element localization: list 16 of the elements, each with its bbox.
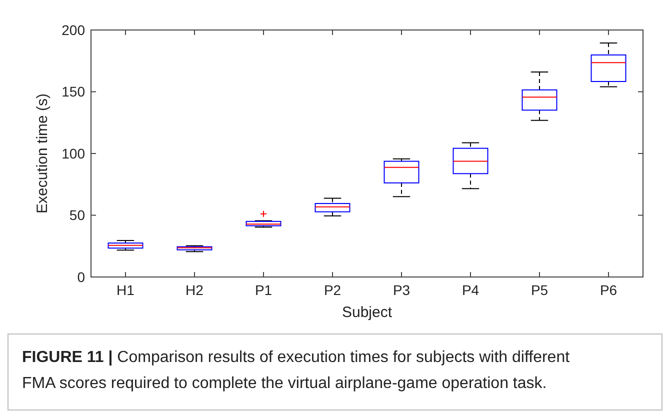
- y-tick-label: 200: [62, 22, 86, 38]
- caption: FIGURE 11 | Comparison results of execution times for subjects with different FMA scores required to complete the virtual airplane-game operation task.: [22, 349, 570, 392]
- y-axis-title: Execution time (s): [34, 93, 51, 214]
- x-tick-label: P6: [600, 282, 618, 298]
- x-tick-label: P3: [392, 282, 410, 298]
- y-tick-label: 100: [62, 145, 86, 162]
- x-tick-label: H2: [186, 282, 204, 298]
- x-tick-label: P5: [530, 282, 548, 298]
- y-tick-label: 50: [69, 207, 86, 224]
- x-tick-label: P1: [254, 282, 272, 298]
- x-tick-label: P4: [462, 282, 480, 298]
- x-tick-label: H1: [116, 282, 135, 298]
- x-axis-title: Subject: [342, 304, 393, 321]
- y-tick-label: 0: [77, 268, 86, 285]
- y-tick-label: 150: [62, 84, 86, 100]
- x-tick-label: P2: [324, 282, 342, 298]
